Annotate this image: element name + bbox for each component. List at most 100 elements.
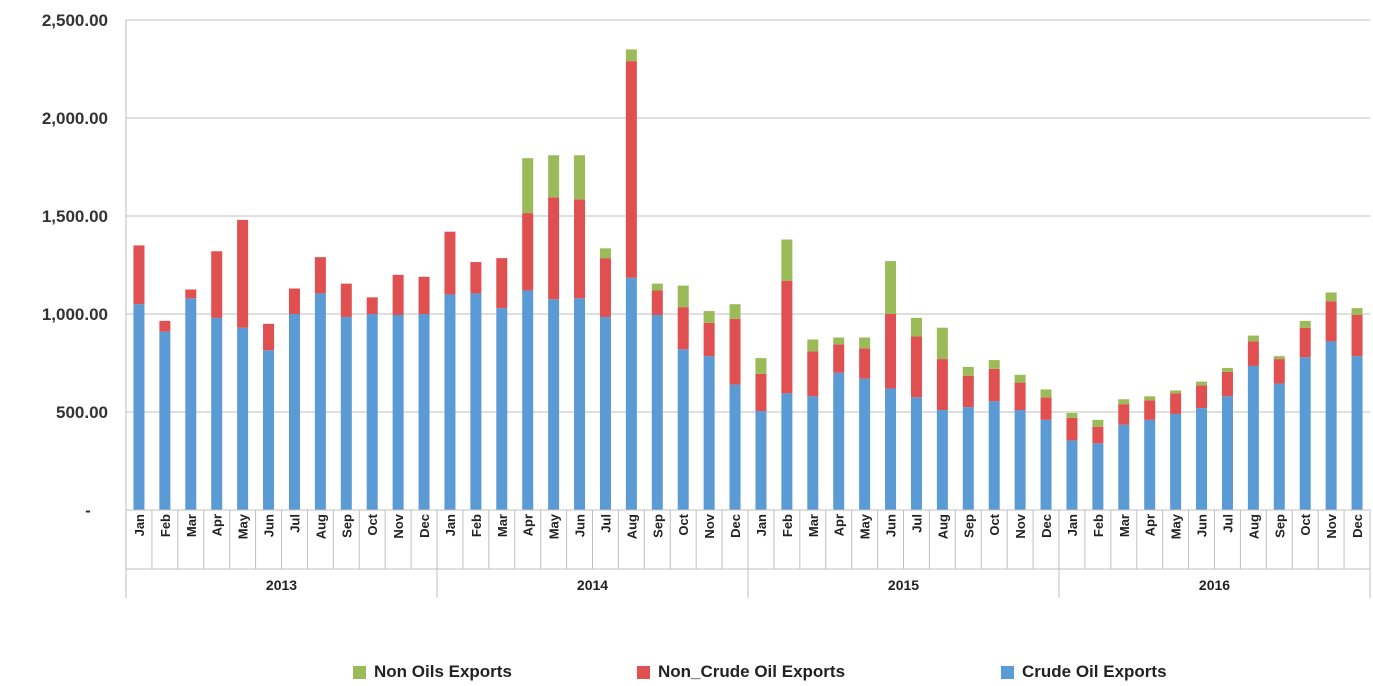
x-tick-label: Jul [598, 514, 613, 533]
x-tick-label: Jul [909, 514, 924, 533]
x-tick-label: Apr [521, 514, 536, 536]
bar-segment-crude-oil-exports [1144, 419, 1156, 510]
bars [133, 49, 1363, 510]
bar-segment-non-crude-oil-exports [599, 258, 611, 317]
bar-segment-non-crude-oil-exports [910, 336, 922, 398]
bar-segment-non-oils-exports [936, 327, 948, 360]
y-tick-label: - [85, 501, 91, 520]
bar-segment-non-oils-exports [1170, 390, 1182, 394]
bar-segment-crude-oil-exports [910, 397, 922, 510]
x-tick-label: Jan [1065, 514, 1080, 536]
year-label: 2015 [888, 577, 919, 593]
x-tick-label: Apr [210, 514, 225, 536]
bar-segment-non-crude-oil-exports [936, 359, 948, 411]
bar-segment-crude-oil-exports [340, 316, 352, 510]
bar-segment-non-crude-oil-exports [1144, 400, 1156, 420]
bar-segment-non-crude-oil-exports [263, 323, 275, 351]
x-tick-label: Nov [702, 513, 717, 538]
bar-segment-non-crude-oil-exports [988, 368, 1000, 402]
legend-swatch-non-crude [637, 665, 650, 679]
bar-segment-non-oils-exports [1014, 374, 1026, 383]
x-tick-label: Dec [1039, 514, 1054, 538]
bar-segment-crude-oil-exports [288, 314, 300, 510]
bar-segment-non-crude-oil-exports [496, 258, 508, 309]
bar-segment-crude-oil-exports [133, 304, 145, 510]
bar-segment-non-oils-exports [1247, 335, 1259, 342]
bar-segment-non-oils-exports [781, 239, 793, 281]
y-tick-label: 2,500.00 [42, 11, 108, 30]
y-tick-label: 1,500.00 [42, 207, 108, 226]
bar-segment-non-oils-exports [677, 285, 689, 308]
x-tick-label: Nov [1324, 513, 1339, 538]
x-tick-label: Sep [650, 514, 665, 538]
x-tick-label: Jun [1195, 514, 1210, 537]
bar-segment-non-crude-oil-exports [1196, 385, 1208, 409]
bar-segment-crude-oil-exports [444, 294, 456, 510]
legend-swatch-non-oils [353, 665, 366, 679]
x-tick-label: Jun [884, 514, 899, 537]
x-axis: Jan Feb Mar Apr May Jun Jul Aug Sep Oct Nov Dec Jan F… [125, 509, 1371, 598]
bar-segment-crude-oil-exports [885, 388, 897, 510]
bar-segment-crude-oil-exports [392, 314, 404, 510]
legend-label-non-crude: Non_Crude Oil Exports [658, 662, 846, 681]
bar-segment-crude-oil-exports [988, 401, 1000, 510]
x-tick-label: Apr [832, 514, 847, 536]
legend-item-non-oils: Non Oils Exports [353, 662, 512, 682]
year-label: 2014 [577, 577, 608, 593]
legend: Non Oils Exports Non_Crude Oil Exports C… [0, 662, 1373, 686]
bar-segment-non-crude-oil-exports [522, 213, 534, 291]
legend-swatch-crude [1001, 665, 1014, 679]
bar-segment-crude-oil-exports [470, 293, 482, 510]
bar-segment-non-crude-oil-exports [1351, 314, 1363, 357]
bar-segment-non-crude-oil-exports [703, 322, 715, 357]
bar-segment-crude-oil-exports [755, 411, 767, 510]
bar-segment-non-oils-exports [548, 155, 560, 198]
bar-segment-non-crude-oil-exports [185, 289, 197, 299]
bar-segment-non-crude-oil-exports [133, 245, 145, 305]
x-tick-label: Mar [184, 514, 199, 537]
bar-segment-crude-oil-exports [1247, 365, 1259, 510]
year-label: 2013 [266, 577, 297, 593]
x-tick-label: Aug [935, 514, 950, 539]
bar-segment-crude-oil-exports [1196, 408, 1208, 510]
bar-segment-crude-oil-exports [677, 349, 689, 510]
x-tick-label: Apr [1143, 514, 1158, 536]
bar-segment-crude-oil-exports [496, 308, 508, 510]
x-tick-label: Jul [287, 514, 302, 533]
bar-segment-non-oils-exports [755, 358, 767, 374]
x-tick-label: Sep [961, 514, 976, 538]
y-axis: - 500.00 1,000.00 1,500.00 2,000.00 2,500.00 [42, 11, 127, 520]
bar-segment-non-crude-oil-exports [833, 344, 845, 373]
x-tick-label: Jun [573, 514, 588, 537]
x-tick-label: Jun [262, 514, 277, 537]
bar-segment-non-oils-exports [807, 339, 819, 352]
bar-segment-non-oils-exports [651, 283, 663, 291]
bar-segment-crude-oil-exports [237, 327, 249, 510]
bar-segment-non-oils-exports [962, 366, 974, 376]
x-tick-label: Jul [1220, 514, 1235, 533]
bar-segment-non-oils-exports [1118, 399, 1130, 405]
bar-segment-non-crude-oil-exports [781, 280, 793, 394]
x-tick-label: Oct [1298, 513, 1313, 535]
bar-segment-non-oils-exports [1066, 412, 1078, 418]
bar-segment-crude-oil-exports [729, 384, 741, 510]
legend-label-non-oils: Non Oils Exports [374, 662, 512, 681]
bar-segment-non-crude-oil-exports [1092, 426, 1104, 444]
bar-segment-non-crude-oil-exports [366, 297, 378, 314]
bar-segment-crude-oil-exports [962, 407, 974, 510]
bar-segment-non-crude-oil-exports [625, 61, 637, 278]
x-tick-label: May [858, 513, 873, 539]
legend-label-crude: Crude Oil Exports [1022, 662, 1167, 681]
bar-segment-crude-oil-exports [1066, 440, 1078, 510]
x-tick-label: Dec [417, 514, 432, 538]
x-tick-label: Nov [391, 513, 406, 538]
bar-segment-crude-oil-exports [1325, 341, 1337, 510]
bar-segment-non-crude-oil-exports [418, 276, 430, 314]
bar-segment-crude-oil-exports [211, 317, 223, 510]
bar-segment-non-crude-oil-exports [1221, 371, 1233, 397]
y-tick-label: 1,000.00 [42, 305, 108, 324]
bar-segment-crude-oil-exports [418, 314, 430, 510]
bar-segment-non-oils-exports [833, 337, 845, 345]
bar-segment-crude-oil-exports [314, 293, 326, 510]
bar-segment-non-crude-oil-exports [1325, 301, 1337, 342]
